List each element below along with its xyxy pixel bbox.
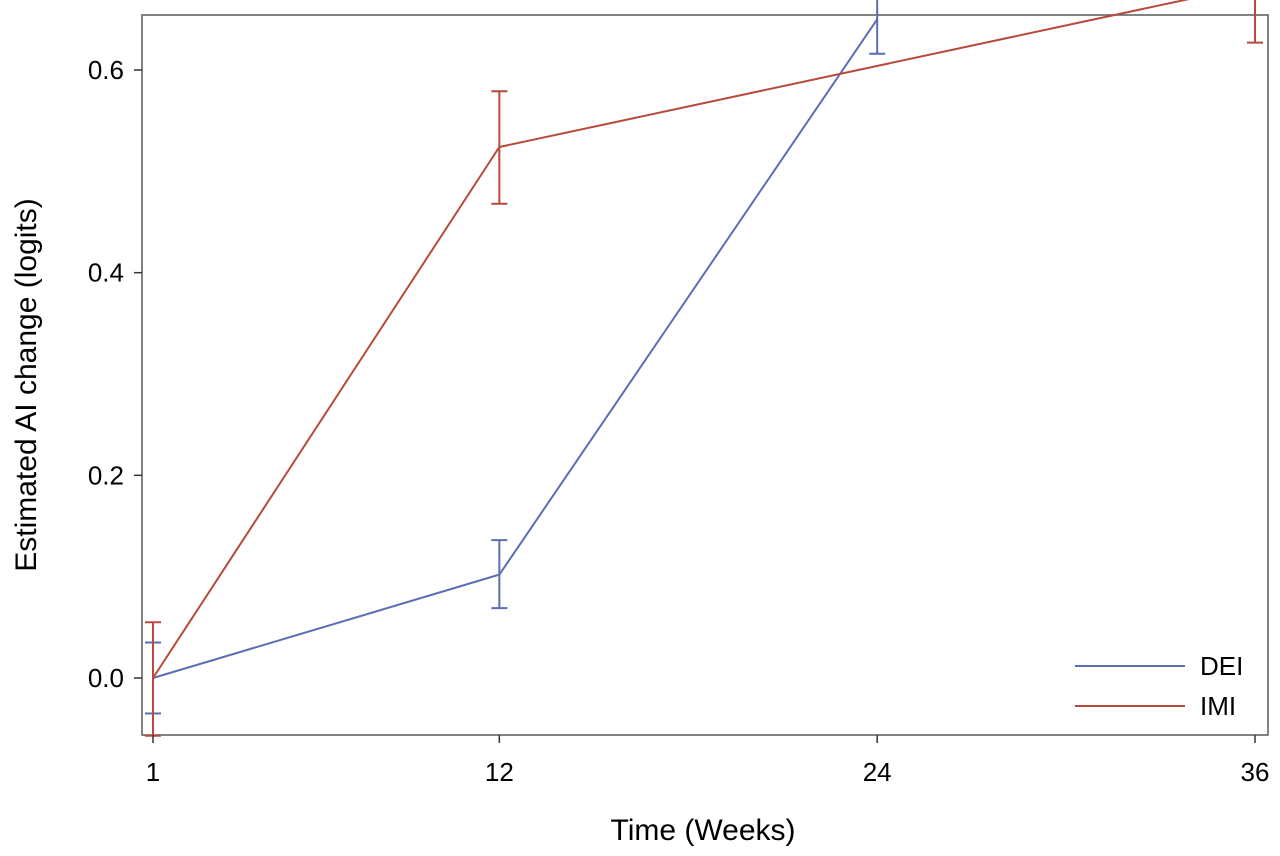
- x-tick-label: 12: [485, 757, 514, 787]
- legend: DEI IMI: [1075, 651, 1243, 721]
- x-tick-label: 24: [863, 757, 892, 787]
- x-tick-label: 36: [1241, 757, 1270, 787]
- plot-frame: [141, 14, 1269, 736]
- series-group: [145, 0, 1263, 737]
- y-tick-label: 0.4: [88, 258, 124, 288]
- series-line-imi: [152, 0, 1190, 679]
- y-axis-title: Estimated AI change (logits): [10, 198, 43, 572]
- x-tick-label: 1: [146, 757, 160, 787]
- y-tick-label: 0.6: [88, 55, 124, 85]
- y-tick-label: 0.0: [88, 663, 124, 693]
- legend-label-imi: IMI: [1200, 691, 1236, 721]
- y-tick-label: 0.2: [88, 460, 124, 490]
- series-line-dei: [152, 18, 878, 679]
- ticks-group: 1 12 24 36 0.0 0.2 0.4 0.6: [88, 55, 1270, 787]
- x-axis-title: Time (Weeks): [610, 814, 795, 847]
- plot-frame-group: [141, 14, 1269, 736]
- legend-label-dei: DEI: [1200, 651, 1243, 681]
